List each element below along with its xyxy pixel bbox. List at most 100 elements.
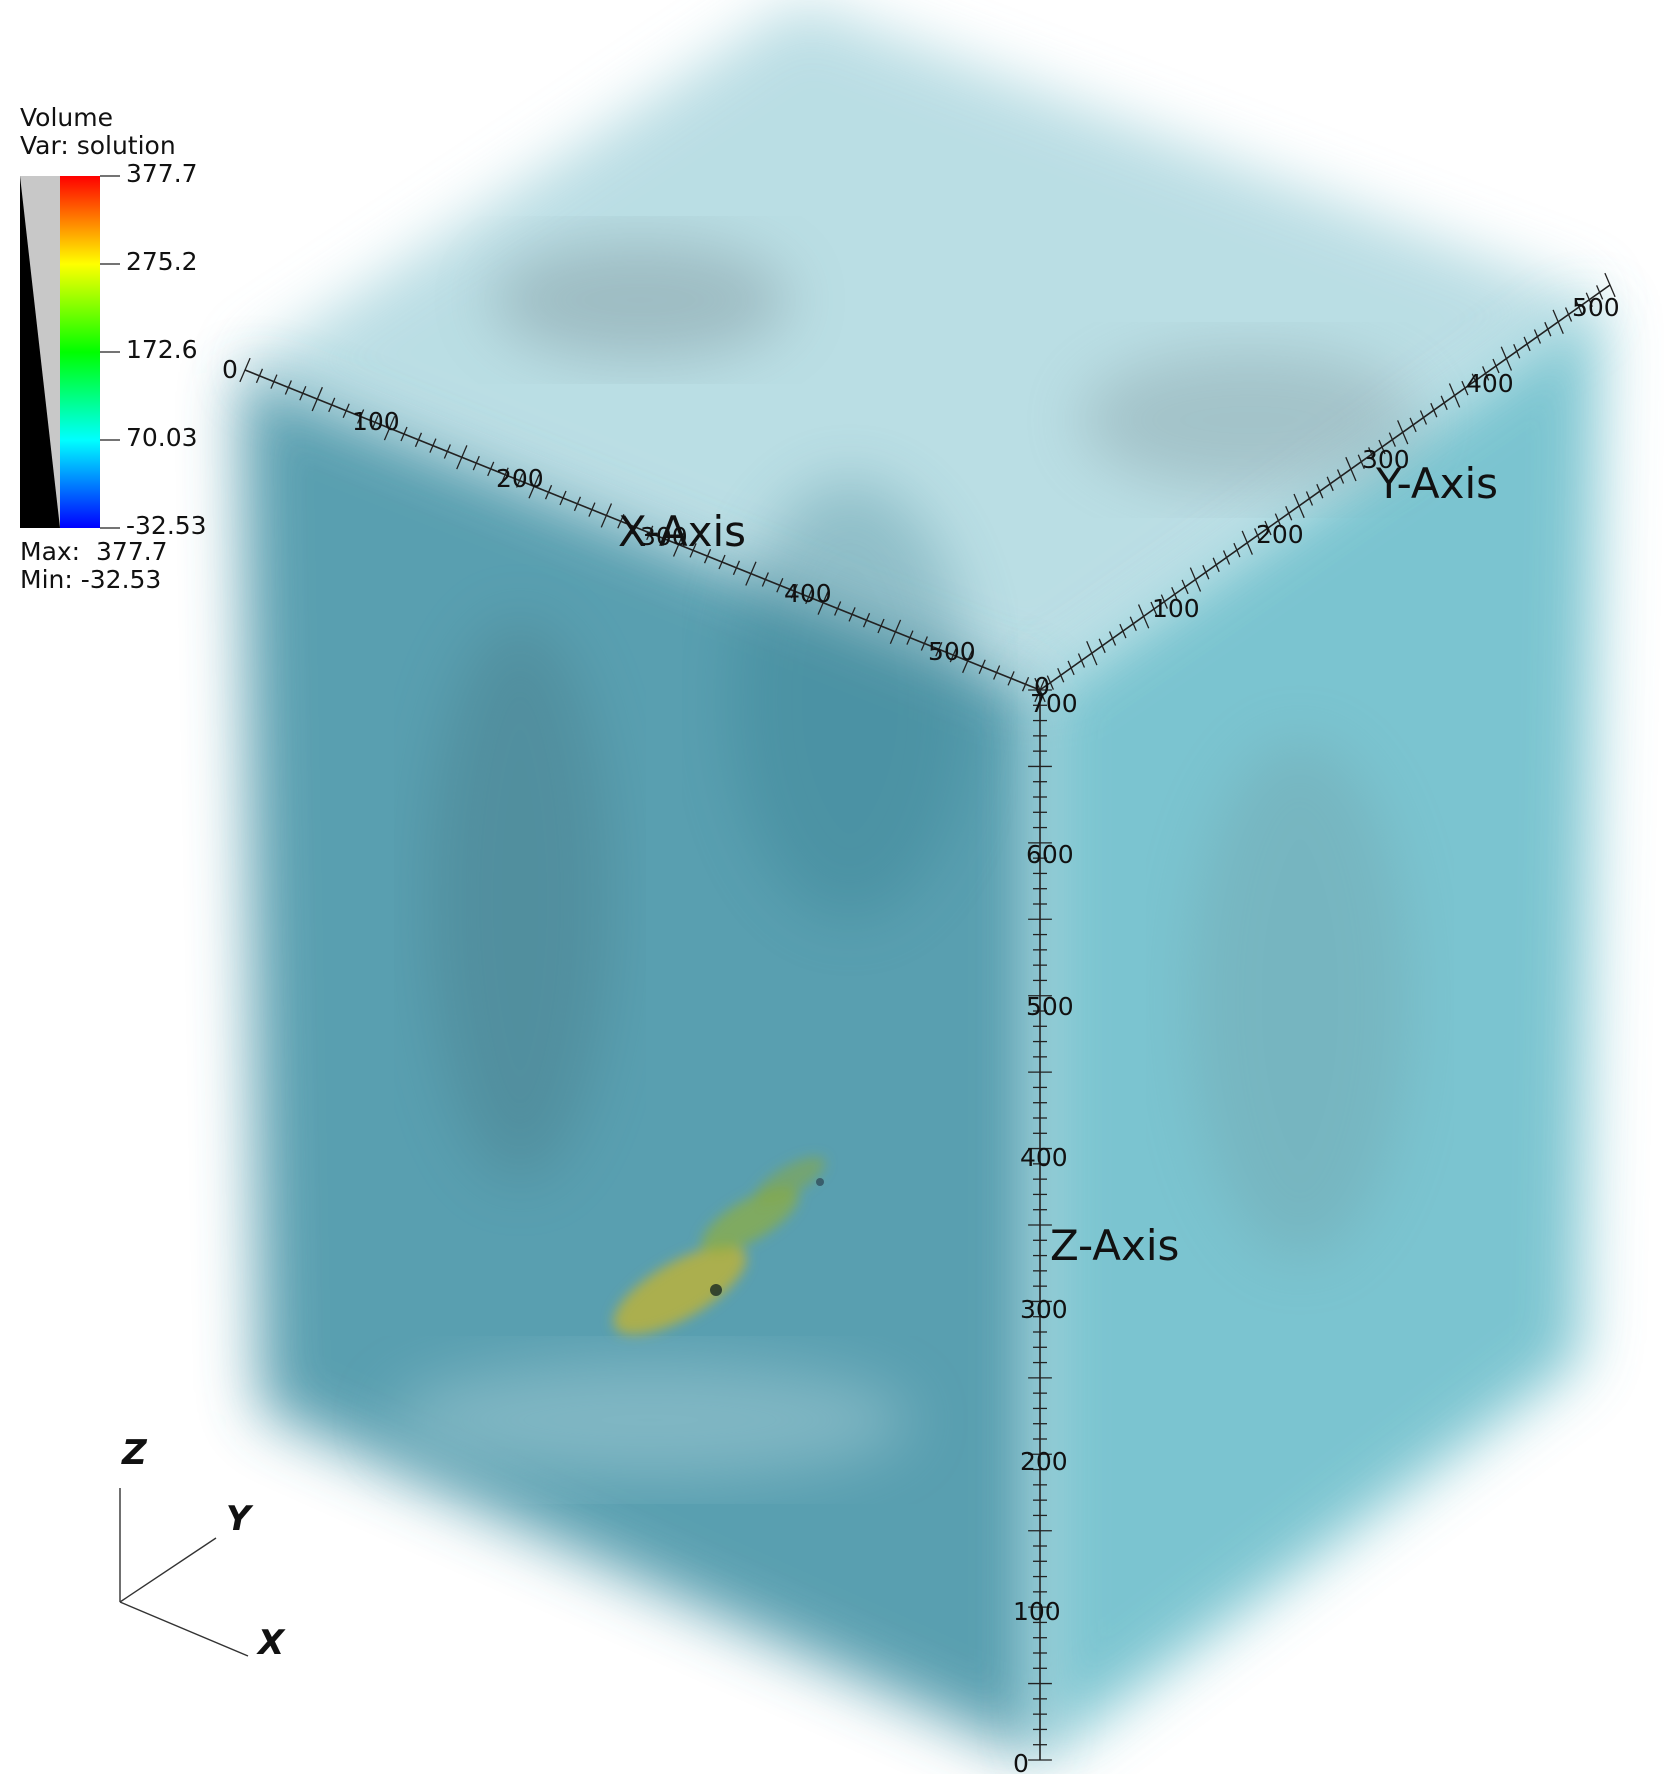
z-tick-label: 200 bbox=[1020, 1447, 1068, 1476]
axis-minor-tick bbox=[1533, 329, 1542, 344]
axis-minor-tick bbox=[255, 368, 264, 384]
axis-minor-tick bbox=[383, 416, 396, 441]
axis-minor-tick bbox=[487, 461, 495, 477]
axis-minor-tick bbox=[588, 502, 596, 517]
axis-minor-tick bbox=[978, 659, 986, 674]
axis-minor-tick bbox=[1575, 299, 1583, 315]
y-tick-label: 0 bbox=[1034, 672, 1050, 701]
axis-minor-tick bbox=[414, 432, 423, 448]
axis-minor-tick bbox=[1202, 564, 1210, 580]
x-axis-title: X-Axis bbox=[618, 507, 746, 556]
axis-minor-tick bbox=[689, 543, 697, 558]
z-axis-tick-labels: 0 100 200 300 400 500 600 700 bbox=[1013, 689, 1078, 1774]
axis-minor-tick bbox=[501, 467, 509, 482]
axis-minor-tick bbox=[559, 490, 567, 506]
axis-minor-tick bbox=[1241, 530, 1253, 555]
axis-minor-tick bbox=[920, 636, 928, 651]
axis-minor-tick bbox=[1021, 676, 1030, 692]
triad-y-line bbox=[119, 1537, 217, 1603]
axis-minor-tick bbox=[1254, 528, 1262, 543]
x-axis-tick-labels: 0 100 200 300 400 500 bbox=[222, 355, 976, 666]
axis-minor-tick bbox=[1388, 432, 1396, 447]
axis-minor-tick bbox=[270, 374, 278, 389]
volume-cube bbox=[240, 0, 1600, 1760]
x-tick-label: 300 bbox=[640, 522, 688, 551]
axis-minor-tick bbox=[1552, 309, 1564, 334]
triad-z-label: Z bbox=[121, 1433, 148, 1473]
axis-minor-tick bbox=[400, 426, 408, 442]
z-tick-label: 400 bbox=[1020, 1143, 1068, 1172]
axis-minor-tick bbox=[732, 560, 741, 576]
axis-minor-tick bbox=[1604, 272, 1616, 298]
y-tick-label: 500 bbox=[1572, 293, 1620, 322]
axis-minor-tick bbox=[1397, 420, 1409, 445]
axis-minor-tick bbox=[660, 531, 668, 546]
axis-minor-tick bbox=[646, 525, 654, 541]
y-axis-tick-labels: 0 100 200 300 400 500 bbox=[1034, 293, 1620, 701]
axis-minor-tick bbox=[1098, 638, 1106, 654]
hotspot-region bbox=[613, 1156, 826, 1335]
axis-minor-tick bbox=[284, 380, 292, 395]
z-tick-label: 700 bbox=[1030, 689, 1078, 718]
triad-x-line bbox=[119, 1601, 249, 1657]
axis-minor-tick bbox=[1440, 395, 1448, 411]
axis-minor-tick bbox=[1357, 454, 1365, 469]
axis-minor-tick bbox=[1046, 675, 1054, 690]
axis-minor-tick bbox=[1086, 641, 1098, 666]
colorbar-gradient bbox=[60, 176, 100, 528]
cube-top-face bbox=[240, 0, 1600, 690]
z-tick-label: 500 bbox=[1026, 992, 1074, 1021]
axis-minor-tick bbox=[1189, 567, 1202, 592]
axis-minor-tick bbox=[357, 409, 365, 424]
axis-minor-tick bbox=[834, 601, 842, 616]
axis-minor-tick bbox=[239, 357, 251, 383]
axis-minor-tick bbox=[1345, 456, 1357, 482]
opacity-ramp bbox=[20, 176, 60, 528]
axis-minor-tick bbox=[1222, 550, 1231, 565]
axis-minor-tick bbox=[1326, 476, 1334, 492]
y-tick-label: 300 bbox=[1362, 445, 1410, 474]
y-axis-title: Y-Axis bbox=[1375, 459, 1498, 508]
axis-minor-tick bbox=[906, 630, 914, 645]
axis-minor-tick bbox=[311, 386, 323, 412]
colorbar bbox=[20, 175, 120, 529]
axis-minor-tick bbox=[949, 647, 957, 663]
axis-minor-tick bbox=[1264, 520, 1272, 536]
triad-y-label: Y bbox=[226, 1499, 254, 1539]
axis-minor-tick bbox=[776, 578, 784, 593]
colorbar-tick-min: -32.53 bbox=[126, 511, 207, 540]
axis-minor-tick bbox=[600, 503, 613, 528]
axis-minor-tick bbox=[1596, 285, 1604, 300]
axis-minor-tick bbox=[1171, 587, 1179, 602]
axis-minor-tick bbox=[1212, 557, 1220, 573]
axis-minor-tick bbox=[1137, 604, 1150, 629]
x-tick-label: 0 bbox=[222, 355, 238, 384]
axis-minor-tick bbox=[516, 473, 524, 488]
axis-minor-tick bbox=[328, 397, 336, 413]
axis-minor-tick bbox=[1482, 366, 1490, 381]
axis-minor-tick bbox=[1500, 346, 1513, 371]
z-tick-label: 600 bbox=[1026, 840, 1074, 869]
axis-minor-tick bbox=[1461, 380, 1469, 396]
axis-minor-tick bbox=[1150, 601, 1158, 617]
colorbar-tick: 70.03 bbox=[126, 423, 198, 452]
axis-minor-tick bbox=[528, 474, 540, 499]
axis-minor-tick bbox=[1274, 513, 1282, 528]
axis-minor-tick bbox=[761, 572, 769, 587]
x-tick-label: 500 bbox=[928, 637, 976, 666]
axis-minor-tick bbox=[617, 514, 625, 529]
axis-minor-tick bbox=[1057, 668, 1065, 683]
legend-title: Volume bbox=[20, 103, 113, 132]
y-tick-label: 100 bbox=[1152, 594, 1200, 623]
axis-minor-tick bbox=[1430, 402, 1438, 418]
axis-minor-tick bbox=[1129, 616, 1137, 631]
axis-minor-tick bbox=[1368, 447, 1376, 462]
y-tick-label: 400 bbox=[1466, 369, 1514, 398]
axis-minor-tick bbox=[456, 445, 468, 470]
axis-minor-tick bbox=[672, 532, 685, 557]
axis-minor-tick bbox=[1181, 579, 1189, 595]
axis-minor-tick bbox=[1119, 623, 1127, 639]
axis-minor-tick bbox=[889, 619, 902, 644]
axis-minor-tick bbox=[1471, 373, 1479, 388]
axis-minor-tick bbox=[1564, 307, 1573, 322]
